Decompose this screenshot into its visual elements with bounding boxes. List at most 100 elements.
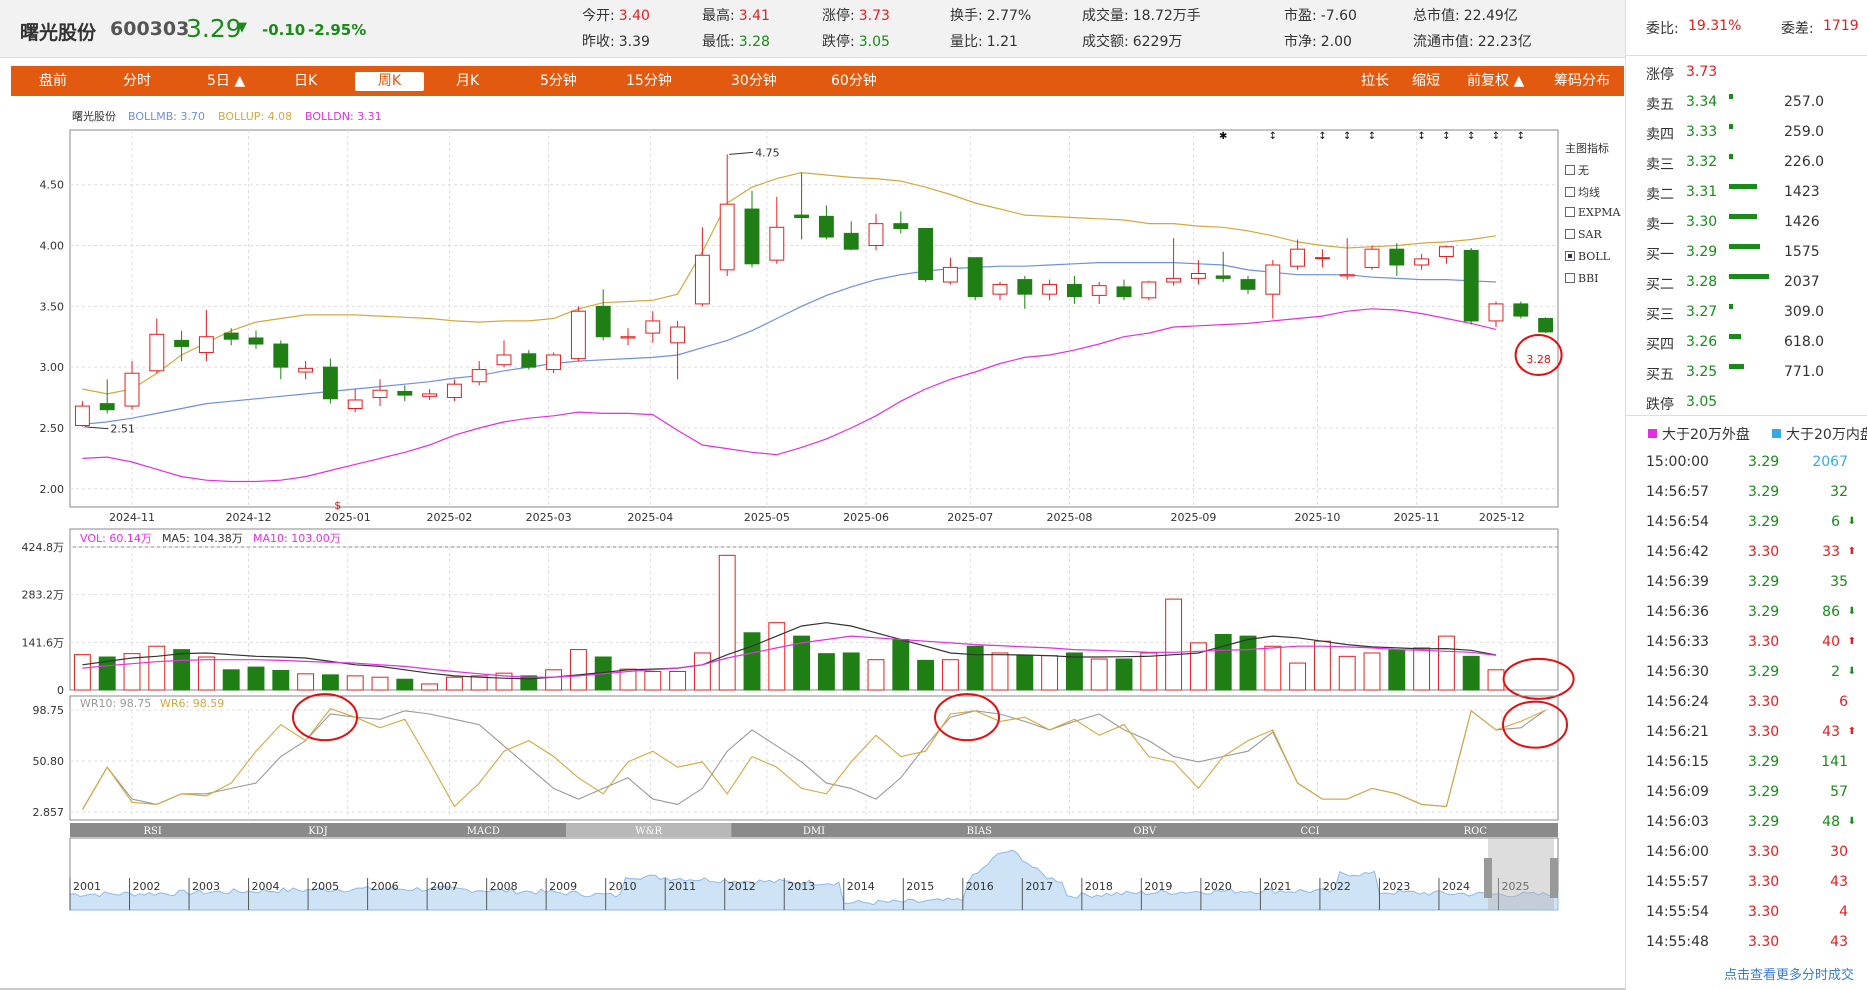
dividend-marker-icon[interactable]: $ (334, 499, 341, 512)
trade-tick-row: 14:56:24 3.30 6 (1626, 687, 1867, 717)
candle-body (1513, 303, 1529, 317)
tick-time: 15:00:00 (1646, 454, 1709, 470)
indicator-tab-7[interactable]: CCI (1300, 826, 1319, 837)
volume-bar (669, 670, 687, 691)
stat-value: 6229万 (1132, 34, 1183, 50)
indicator-tab-2[interactable]: MACD (467, 826, 500, 837)
indicator-option[interactable]: SAR (1565, 228, 1602, 241)
indicator-option[interactable]: BBI (1565, 272, 1599, 285)
stat-item: 涨停: 3.73 (822, 5, 890, 25)
navigator-left-handle[interactable] (1484, 858, 1492, 898)
highlight-circle (292, 693, 358, 742)
event-marker-icon[interactable]: ↕ (1442, 131, 1450, 142)
tool-tab-2[interactable]: 前复权 ▲ (1467, 73, 1525, 89)
tab-9[interactable]: 60分钟 (831, 73, 877, 89)
indicator-tab-5[interactable]: BIAS (967, 826, 993, 837)
tab-4[interactable]: 周K (355, 72, 424, 91)
volume-bar (1289, 662, 1307, 691)
indicator-option[interactable]: EXPMA (1565, 206, 1620, 219)
indicator-option[interactable]: BOLL (1565, 250, 1610, 263)
tab-0[interactable]: 盘前 (39, 73, 67, 89)
volume-bar (966, 645, 984, 691)
trade-tick-row: 14:56:15 3.29 141 (1626, 747, 1867, 777)
tick-price: 3.29 (1748, 664, 1780, 680)
tick-time: 14:55:57 (1646, 874, 1709, 890)
level-price: 3.25 (1686, 364, 1718, 380)
diff-label: 委差: (1781, 21, 1814, 37)
tab-8[interactable]: 30分钟 (731, 73, 777, 89)
volume-bar (1487, 669, 1505, 691)
high-label: 4.75 (755, 146, 780, 159)
candle-body (1463, 249, 1479, 322)
tab-5[interactable]: 月K (456, 73, 480, 89)
indicator-tab-4[interactable]: DMI (803, 826, 825, 837)
level-price: 3.34 (1686, 94, 1718, 110)
event-marker-icon[interactable]: ↕ (1517, 131, 1525, 142)
candle-body (744, 208, 760, 265)
volume-bar (495, 672, 513, 691)
tab-7[interactable]: 15分钟 (626, 73, 672, 89)
indicator-option-label: SAR (1578, 228, 1602, 241)
order-book-panel: 委比: 19.31% 委差: 1719 涨停 3.73 卖五 3.34 257.0 卖四 3.33 2… (1625, 0, 1867, 990)
indicator-tab-3[interactable]: W&R (635, 826, 662, 837)
checkbox-icon[interactable] (1565, 165, 1575, 175)
stat-label: 成交额: (1082, 34, 1129, 50)
event-marker-icon[interactable]: ↕ (1417, 131, 1425, 142)
tab-1[interactable]: 分时 (123, 73, 151, 89)
tool-tab-0[interactable]: 拉长 (1361, 73, 1389, 89)
candle-body (595, 305, 611, 338)
event-marker-icon[interactable]: ↕ (1467, 131, 1475, 142)
navigator-area (69, 849, 1559, 911)
last-price-circle (1514, 333, 1563, 376)
level-volume: 771.0 (1784, 364, 1825, 380)
tab-6[interactable]: 5分钟 (540, 73, 577, 89)
order-level-row: 卖一 3.30 1426 (1626, 208, 1867, 236)
candle-body (1265, 264, 1281, 295)
tool-tab-3[interactable]: 筹码分布 (1554, 73, 1610, 89)
tab-3[interactable]: 日K (294, 73, 318, 89)
checkbox-icon[interactable] (1565, 251, 1575, 261)
wr-tick-label: 98.75 (33, 704, 65, 717)
indicator-option[interactable]: 均线 (1565, 184, 1600, 200)
volume-bar (892, 639, 910, 691)
candle-body (1538, 318, 1554, 333)
volume-bar (1437, 635, 1455, 691)
navigator-selection[interactable] (1488, 838, 1554, 910)
candle-body (719, 203, 735, 271)
volume-bar (768, 622, 786, 691)
indicator-option[interactable]: 无 (1565, 162, 1589, 178)
event-marker-icon[interactable]: ↕ (1343, 131, 1351, 142)
indicator-tab-0[interactable]: RSI (143, 826, 161, 837)
candle-body (1166, 277, 1182, 283)
event-marker-icon[interactable]: ↕ (1492, 131, 1500, 142)
stat-label: 流通市值: (1413, 34, 1474, 50)
level-price: 3.33 (1686, 124, 1718, 140)
more-ticks-link[interactable]: 点击查看更多分时成交 (1724, 968, 1855, 983)
tab-2[interactable]: 5日 ▲ (207, 73, 246, 89)
checkbox-icon[interactable] (1565, 229, 1575, 239)
tick-price: 3.30 (1748, 544, 1780, 560)
volume-bar (1729, 304, 1733, 309)
checkbox-icon[interactable] (1565, 273, 1575, 283)
candle-body (198, 336, 214, 354)
event-marker-icon[interactable]: ✱ (1219, 131, 1227, 142)
navigator-right-handle[interactable] (1550, 858, 1558, 898)
navigator-year: 2016 (966, 880, 994, 893)
volume-bar (693, 652, 711, 691)
candle-body (769, 226, 785, 261)
y-tick-label: 4.50 (40, 179, 65, 192)
kline-chart[interactable]: 2.00 2.50 3.00 3.50 4.00 4.50 2024-11 2024-12 20… (0, 100, 1625, 990)
tool-tab-1[interactable]: 缩短 (1412, 73, 1440, 89)
checkbox-icon[interactable] (1565, 187, 1575, 197)
indicator-tab-8[interactable]: ROC (1464, 826, 1488, 837)
indicator-tab-6[interactable]: OBV (1133, 826, 1157, 837)
level-volume: 2037 (1784, 274, 1820, 290)
checkbox-icon[interactable] (1565, 207, 1575, 217)
event-marker-icon[interactable]: ↕ (1368, 131, 1376, 142)
event-marker-icon[interactable]: ↕ (1269, 131, 1277, 142)
event-marker-icon[interactable]: ↕ (1318, 131, 1326, 142)
tick-volume: 40 (1822, 634, 1840, 650)
stat-label: 换手: (950, 8, 983, 24)
candle-body (1488, 303, 1504, 322)
indicator-tab-1[interactable]: KDJ (308, 826, 328, 837)
